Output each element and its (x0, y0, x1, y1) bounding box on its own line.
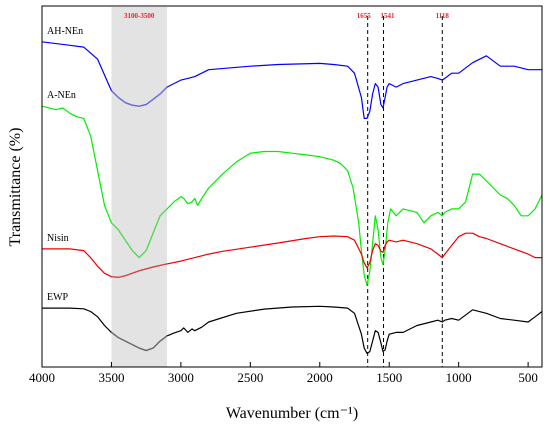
series-label-a-nen: A-NEn (47, 90, 76, 101)
series-label-ah-nen: AH-NEn (47, 26, 83, 37)
reference-label-1655: 1655 (357, 12, 372, 20)
labels-layer: 3100-3500 1655 1541 1118 AH-NEn A-NEn Nisin EWP (47, 12, 449, 303)
x-tick-label: 3500 (98, 370, 124, 385)
x-tick-label: 3000 (168, 370, 194, 385)
x-axis-title: Wavenumber (cm⁻¹) (226, 405, 358, 422)
x-tick-label: 1500 (376, 370, 402, 385)
shaded-region-label: 3100-3500 (124, 12, 155, 20)
x-tick-label: 2500 (237, 370, 263, 385)
x-tick-label: 4000 (29, 370, 55, 385)
series-label-nisin: Nisin (47, 233, 69, 244)
series-overlay-a-nen (110, 208, 168, 259)
reference-label-1541: 1541 (381, 12, 396, 20)
x-tick-label: 1000 (446, 370, 472, 385)
y-axis-title: Transmittance (%) (7, 128, 24, 247)
series-overlay-nisin (111, 263, 168, 279)
series-label-ewp: EWP (47, 292, 69, 303)
shaded-region (111, 7, 167, 367)
reference-label-1118: 1118 (436, 12, 450, 20)
x-ticks-layer: 4000 3500 3000 2500 2000 1500 1000 500 (29, 362, 538, 385)
plot-frame (41, 5, 543, 368)
series-overlay-ewp (111, 331, 168, 352)
shaded-region-layer (111, 7, 167, 367)
series-layer (41, 41, 543, 354)
x-tick-label: 2000 (307, 370, 333, 385)
reference-lines-layer (367, 16, 443, 367)
x-tick-label: 500 (518, 370, 538, 385)
series-overlay-ah-nen (110, 86, 168, 107)
